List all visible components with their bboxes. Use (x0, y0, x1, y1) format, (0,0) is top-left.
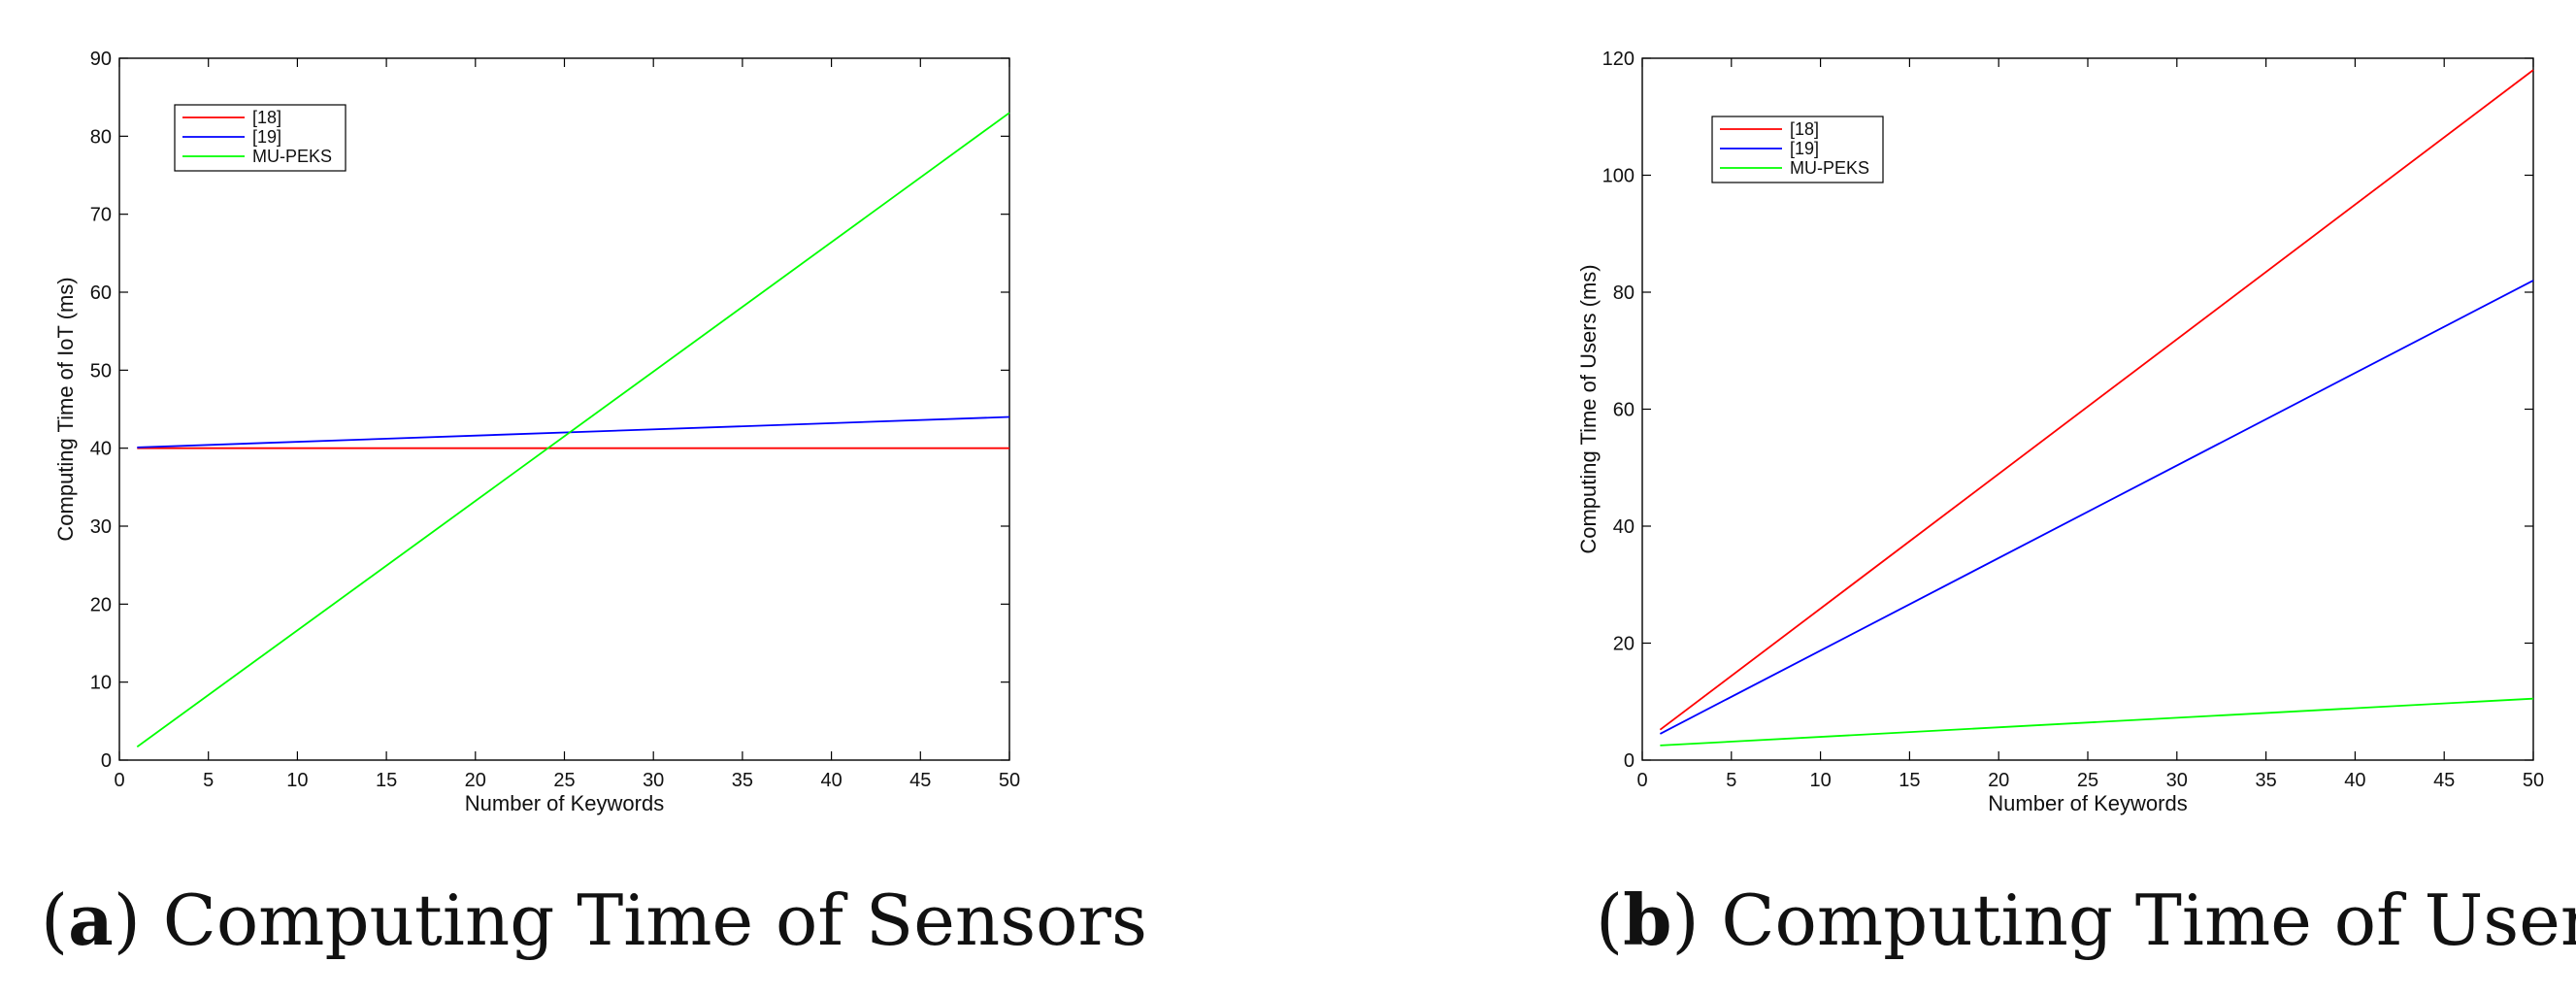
x-axis-label: Number of Keywords (1988, 791, 2187, 815)
y-tick-label: 20 (90, 594, 112, 615)
x-tick-label: 50 (999, 770, 1020, 791)
x-tick-label: 25 (2077, 770, 2098, 791)
x-tick-label: 40 (820, 770, 842, 791)
y-tick-label: 40 (90, 439, 112, 460)
x-tick-label: 45 (909, 770, 931, 791)
y-tick-label: 0 (101, 750, 112, 772)
x-tick-label: 10 (1809, 770, 1831, 791)
legend-label-mupeks: MU-PEKS (1790, 158, 1869, 178)
y-tick-label: 60 (90, 282, 112, 304)
x-tick-label: 15 (376, 770, 397, 791)
series-line-mupeks (136, 112, 1010, 748)
x-tick-label: 5 (203, 770, 214, 791)
y-tick-label: 60 (1613, 400, 1635, 421)
x-tick-label: 40 (2344, 770, 2365, 791)
y-axis-label: Computing Time of Users (ms) (1576, 264, 1601, 553)
legend-label-19: [19] (252, 127, 281, 147)
chart-a: 0 5 10 15 20 25 30 35 40 45 50 0 10 20 30 40 50 60 70 80 90 N… (53, 49, 1020, 815)
x-tick-label: 50 (2523, 770, 2544, 791)
y-tick-label: 30 (90, 516, 112, 538)
y-tick-label: 120 (1602, 49, 1635, 70)
x-tick-label: 20 (465, 770, 486, 791)
legend-label-18: [18] (1790, 119, 1819, 139)
series-line-19 (1659, 280, 2534, 735)
y-tick-label: 50 (90, 360, 112, 382)
x-tick-label: 15 (1899, 770, 1920, 791)
x-axis-label: Number of Keywords (465, 791, 664, 815)
caption-b: (b) Computing Time of Users (1596, 885, 2576, 956)
x-tick-label: 45 (2433, 770, 2455, 791)
x-tick-label: 25 (553, 770, 575, 791)
x-tick-label: 0 (114, 770, 124, 791)
legend-label-mupeks: MU-PEKS (252, 147, 332, 166)
x-tick-label: 0 (1636, 770, 1647, 791)
x-tick-label: 30 (2166, 770, 2188, 791)
y-tick-label: 100 (1602, 166, 1635, 187)
legend-box (174, 104, 347, 172)
x-tick-label: 30 (643, 770, 664, 791)
y-tick-label: 40 (1613, 516, 1635, 538)
y-tick-label: 80 (90, 126, 112, 148)
series-line-18 (1659, 69, 2534, 731)
caption-a: (a) Computing Time of Sensors (41, 879, 1147, 961)
x-tick-label: 5 (1726, 770, 1736, 791)
legend-box (1711, 116, 1884, 183)
chart-b: 0 5 10 15 20 25 30 35 40 45 50 0 20 40 60 80 100 120 Numbe… (1576, 49, 2544, 815)
y-tick-label: 70 (90, 205, 112, 226)
x-tick-label: 35 (732, 770, 753, 791)
legend-label-19: [19] (1790, 139, 1819, 158)
caption-a-text: Computing Time of Sensors (162, 880, 1147, 961)
x-tick-label: 10 (286, 770, 308, 791)
y-tick-label: 10 (90, 673, 112, 694)
caption-a-label: a (68, 879, 114, 961)
caption-b-label: b (1623, 879, 1672, 961)
y-tick-label: 80 (1613, 282, 1635, 304)
y-tick-label: 90 (90, 49, 112, 70)
legend-label-18: [18] (252, 108, 281, 127)
x-tick-label: 20 (1988, 770, 2009, 791)
y-tick-label: 20 (1613, 634, 1635, 655)
series-line-19 (137, 415, 1010, 448)
series-line-mupeks (1660, 697, 2534, 747)
caption-b-text: Computing Time of Users (1721, 880, 2576, 961)
y-tick-label: 0 (1624, 750, 1635, 772)
y-axis-label: Computing Time of IoT (ms) (53, 277, 78, 541)
x-tick-label: 35 (2255, 770, 2276, 791)
